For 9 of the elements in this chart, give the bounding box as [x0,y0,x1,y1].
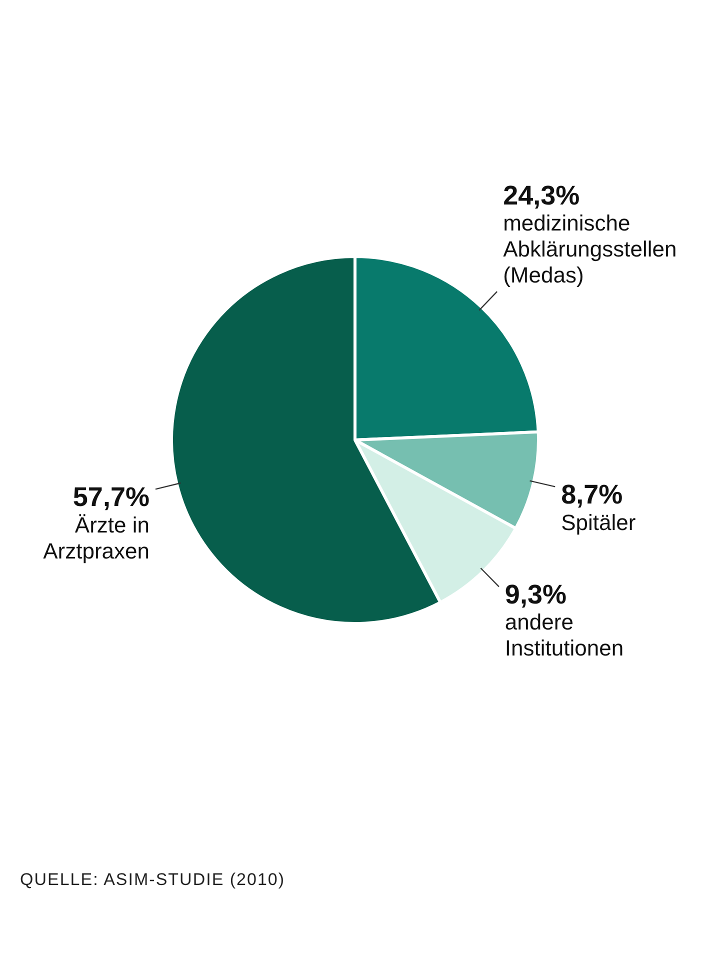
data-label: 9,3% [504,580,566,610]
data-label: 24,3% [503,180,580,210]
source-note: QUELLE: ASIM-STUDIE (2010) [20,870,286,890]
slice-label: andere Institutionen [504,610,624,661]
slice-label: medizinische Abklärungsstellen (Medas) [503,210,677,288]
slice-label: Ärzte in Arztpraxen [43,512,150,564]
slice-label: Spitäler [561,510,636,535]
data-label: 57,7% [72,482,150,512]
data-label: 8,7% [561,480,623,510]
